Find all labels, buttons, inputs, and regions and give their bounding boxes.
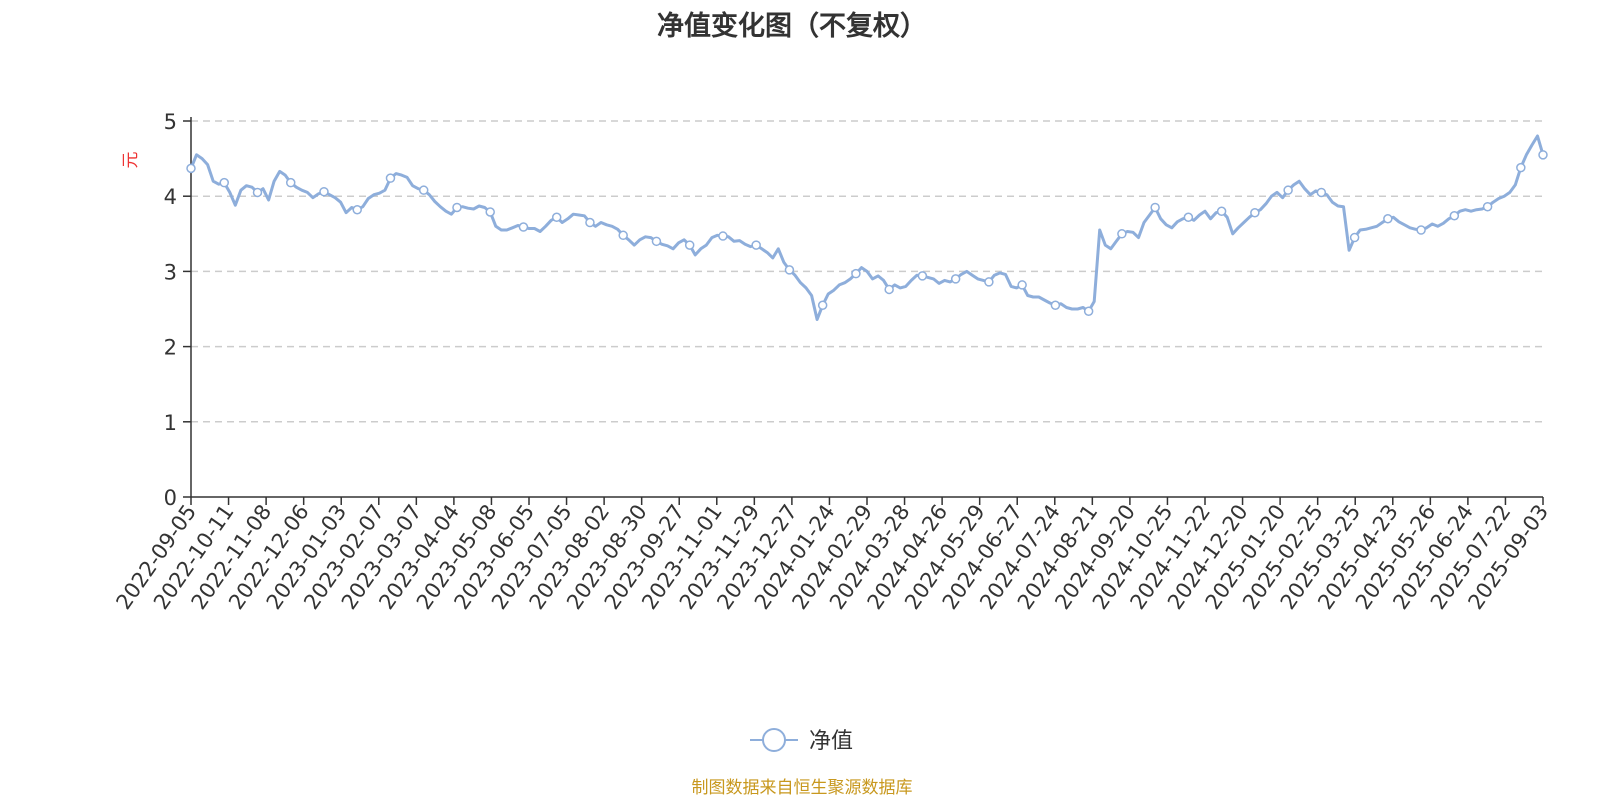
data-point[interactable] [884,284,894,295]
data-point[interactable] [1017,280,1027,290]
data-point[interactable] [585,217,595,228]
y-tick-label: 4 [164,185,177,209]
data-point[interactable] [1117,229,1127,239]
data-point[interactable] [1050,300,1061,310]
legend[interactable]: 净值 [750,728,853,754]
data-point[interactable] [817,300,828,310]
data-point[interactable] [618,230,628,241]
data-point[interactable] [1383,214,1393,224]
data-point[interactable] [851,268,861,279]
data-point[interactable] [651,236,662,247]
data-point[interactable] [1216,206,1227,216]
data-point[interactable] [917,271,928,281]
legend-label: 净值 [809,729,853,754]
data-point[interactable] [186,163,196,174]
data-point[interactable] [1416,225,1426,235]
data-point[interactable] [1516,162,1526,173]
data-point[interactable] [485,207,495,217]
data-point[interactable] [1449,211,1460,221]
axes [183,117,1544,505]
data-point[interactable] [1083,306,1094,317]
data-point[interactable] [1316,187,1327,198]
data-point[interactable] [1183,212,1194,223]
data-point[interactable] [1250,207,1260,218]
data-point[interactable] [1283,185,1293,195]
y-tick-labels: 0 1 2 3 4 5 [164,110,177,510]
data-point[interactable] [452,202,462,213]
data-point[interactable] [219,177,229,188]
data-point[interactable] [718,231,728,241]
source-note: 制图数据来自恒生聚源数据库 [692,778,913,798]
chart-title: 净值变化图（不复权） [657,10,927,42]
x-tick-labels: 2022-09-052022-10-112022-11-082022-12-06… [111,500,1553,614]
data-point[interactable] [684,240,695,250]
y-tick-label: 1 [164,411,177,435]
data-point[interactable] [784,265,795,275]
data-point[interactable] [950,274,961,284]
y-tick-label: 0 [164,486,177,510]
series-layer [186,134,1548,321]
y-axis-unit: 元 [121,152,141,169]
data-point[interactable] [319,186,329,197]
data-point[interactable] [551,212,562,223]
data-point[interactable] [751,240,761,250]
data-point[interactable] [285,177,296,188]
data-point[interactable] [518,222,529,232]
legend-circle-icon [762,728,786,752]
y-tick-label: 3 [164,260,177,284]
y-tick-label: 2 [164,336,177,360]
data-point[interactable] [418,185,429,195]
data-point[interactable] [1538,150,1548,160]
data-point[interactable] [385,173,396,183]
data-point[interactable] [984,277,994,287]
y-tick-label: 5 [164,110,177,134]
data-point[interactable] [252,187,263,198]
data-point[interactable] [352,204,362,215]
data-point[interactable] [1349,232,1360,243]
series-line [189,134,1545,321]
data-point[interactable] [1482,201,1493,212]
data-point[interactable] [1150,202,1160,213]
